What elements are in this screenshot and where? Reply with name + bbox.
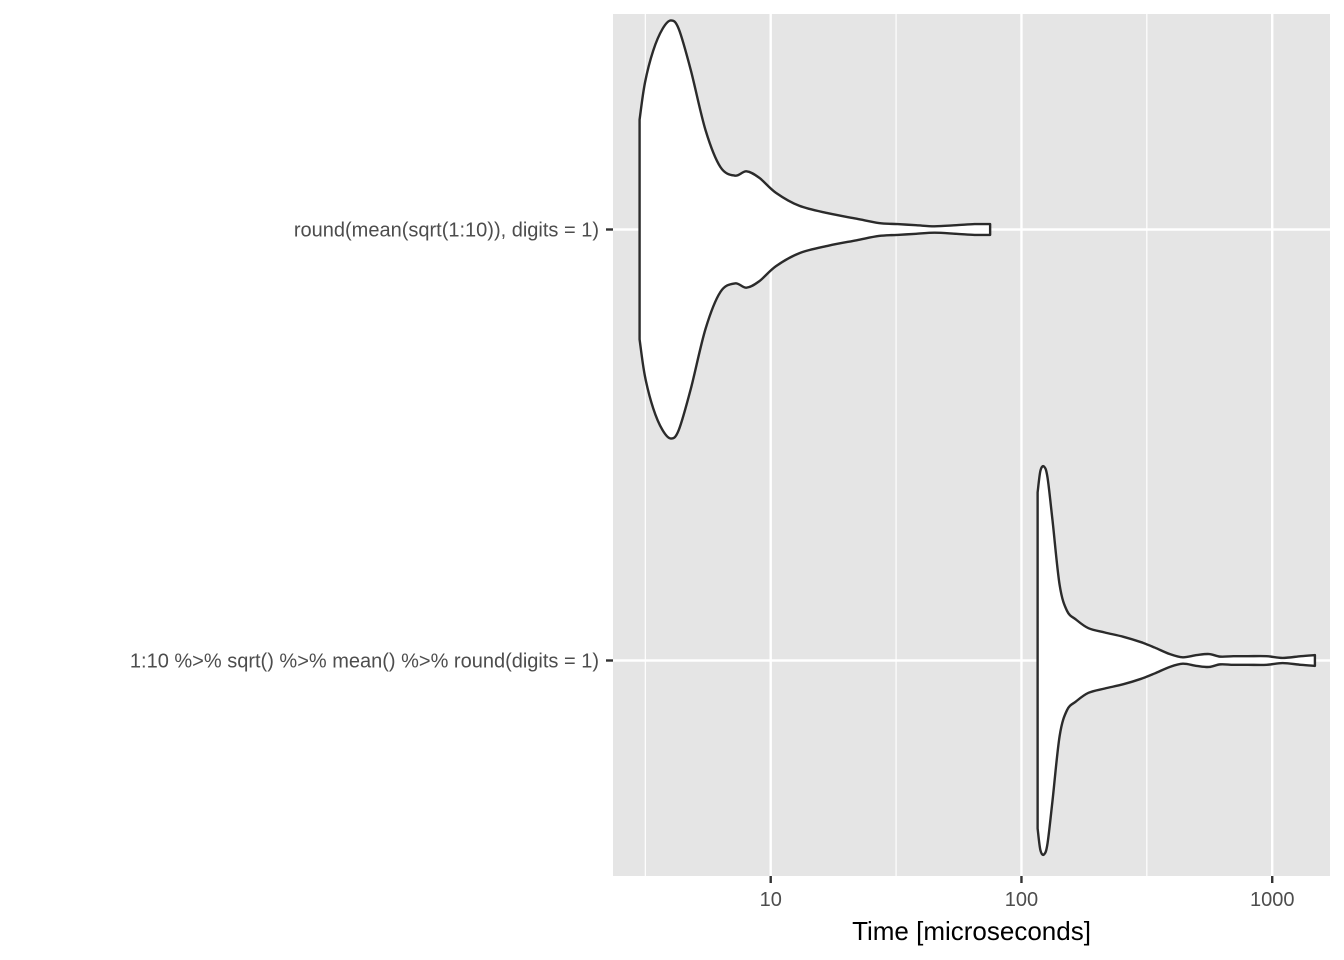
x-axis: 10 100 1000 — [760, 876, 1295, 911]
violin-1 — [1036, 464, 1317, 857]
panel-background — [613, 14, 1330, 876]
x-tick-label-1: 100 — [1005, 889, 1038, 911]
y-tick-label-0: round(mean(sqrt(1:10)), digits = 1) — [294, 220, 599, 242]
y-tick-label-1: 1:10 %>% sqrt() %>% mean() %>% round(dig… — [130, 651, 599, 673]
x-tick-label-2: 1000 — [1250, 889, 1295, 911]
x-axis-title: Time [microseconds] — [852, 916, 1091, 946]
x-tick-label-0: 10 — [760, 889, 782, 911]
y-axis: round(mean(sqrt(1:10)), digits = 1) 1:10 … — [130, 220, 613, 673]
violin-0 — [638, 19, 992, 440]
violins — [638, 19, 1317, 857]
